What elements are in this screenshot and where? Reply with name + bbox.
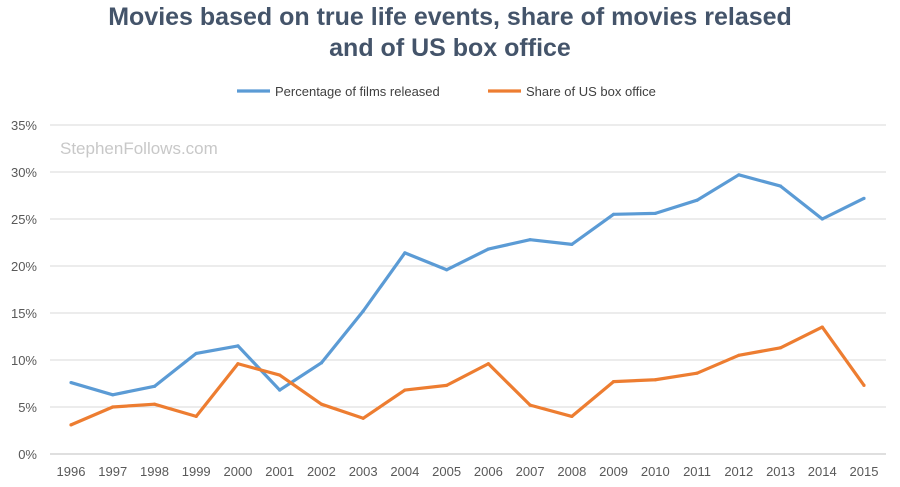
x-tick-label: 1999 xyxy=(182,464,211,479)
data-point xyxy=(278,388,282,392)
data-point xyxy=(737,173,741,177)
x-tick-label: 2002 xyxy=(307,464,336,479)
data-point xyxy=(194,414,198,418)
chart-title-line-2: and of US box office xyxy=(329,34,571,62)
data-point xyxy=(445,383,449,387)
x-tick-label: 1996 xyxy=(57,464,86,479)
x-axis-ticks: 1996 1997 1998 1999 2000 2001 2002 2003 2004 2005… xyxy=(57,464,879,479)
data-point xyxy=(152,384,157,388)
legend-label: Percentage of films released xyxy=(275,84,440,99)
chart-title: Movies based on true life events, share … xyxy=(0,2,900,64)
data-point xyxy=(820,217,824,221)
data-point xyxy=(403,251,407,255)
x-tick-label: 2007 xyxy=(516,464,545,479)
data-point xyxy=(319,361,324,365)
y-tick-label: 0% xyxy=(18,447,37,462)
x-tick-label: 2015 xyxy=(850,464,879,479)
data-point xyxy=(319,402,324,406)
x-tick-label: 2014 xyxy=(808,464,837,479)
legend: Percentage of films released Share of US … xyxy=(237,84,656,99)
data-point xyxy=(611,380,616,384)
data-point xyxy=(236,362,240,366)
x-tick-label: 2008 xyxy=(557,464,586,479)
x-tick-label: 1997 xyxy=(98,464,127,479)
y-tick-label: 15% xyxy=(11,306,37,321)
y-tick-label: 10% xyxy=(11,353,37,368)
data-point xyxy=(361,416,365,420)
y-tick-label: 25% xyxy=(11,212,37,227)
x-tick-label: 2013 xyxy=(766,464,795,479)
data-point xyxy=(152,402,157,406)
y-tick-label: 5% xyxy=(18,400,37,415)
data-point xyxy=(653,211,657,215)
x-tick-label: 2005 xyxy=(432,464,461,479)
x-tick-label: 2009 xyxy=(599,464,628,479)
chart-title-line-1: Movies based on true life events, share … xyxy=(108,3,792,31)
data-point xyxy=(695,371,699,375)
data-point xyxy=(653,378,657,382)
data-point xyxy=(403,388,407,392)
data-point xyxy=(611,212,616,216)
data-point xyxy=(278,373,282,377)
data-point xyxy=(194,351,198,356)
series-line-1 xyxy=(70,325,866,427)
x-tick-label: 2001 xyxy=(265,464,294,479)
x-tick-label: 2000 xyxy=(223,464,252,479)
x-tick-label: 1998 xyxy=(140,464,169,479)
data-point xyxy=(862,196,866,200)
data-point xyxy=(111,405,115,409)
x-tick-label: 2012 xyxy=(724,464,753,479)
series-line-0 xyxy=(70,173,865,397)
x-tick-label: 2003 xyxy=(349,464,378,479)
x-tick-label: 2010 xyxy=(641,464,670,479)
x-tick-label: 2004 xyxy=(390,464,419,479)
data-point xyxy=(862,383,866,387)
gridlines xyxy=(50,124,886,455)
data-point xyxy=(528,403,532,407)
x-tick-label: 2011 xyxy=(683,464,711,479)
series-lines xyxy=(69,173,866,427)
data-point xyxy=(570,242,574,246)
y-tick-label: 30% xyxy=(11,165,37,180)
legend-label: Share of US box office xyxy=(526,84,656,99)
data-point xyxy=(570,414,574,418)
y-axis-ticks: 0% 5% 10% 15% 20% 25% 30% 35% xyxy=(11,118,37,462)
data-point xyxy=(737,353,741,357)
data-point xyxy=(445,268,449,272)
data-point xyxy=(69,423,73,427)
data-point xyxy=(528,238,532,242)
data-point xyxy=(486,362,490,366)
data-point xyxy=(486,247,490,251)
data-point xyxy=(236,344,240,348)
y-tick-label: 35% xyxy=(11,118,37,133)
data-point xyxy=(778,184,783,188)
y-tick-label: 20% xyxy=(11,259,37,274)
data-point xyxy=(695,198,699,202)
x-tick-label: 2006 xyxy=(474,464,503,479)
data-point xyxy=(361,309,365,313)
data-point xyxy=(778,346,783,350)
data-point xyxy=(69,380,73,385)
watermark: StephenFollows.com xyxy=(60,139,218,158)
data-point xyxy=(820,325,824,329)
data-point xyxy=(111,393,115,397)
